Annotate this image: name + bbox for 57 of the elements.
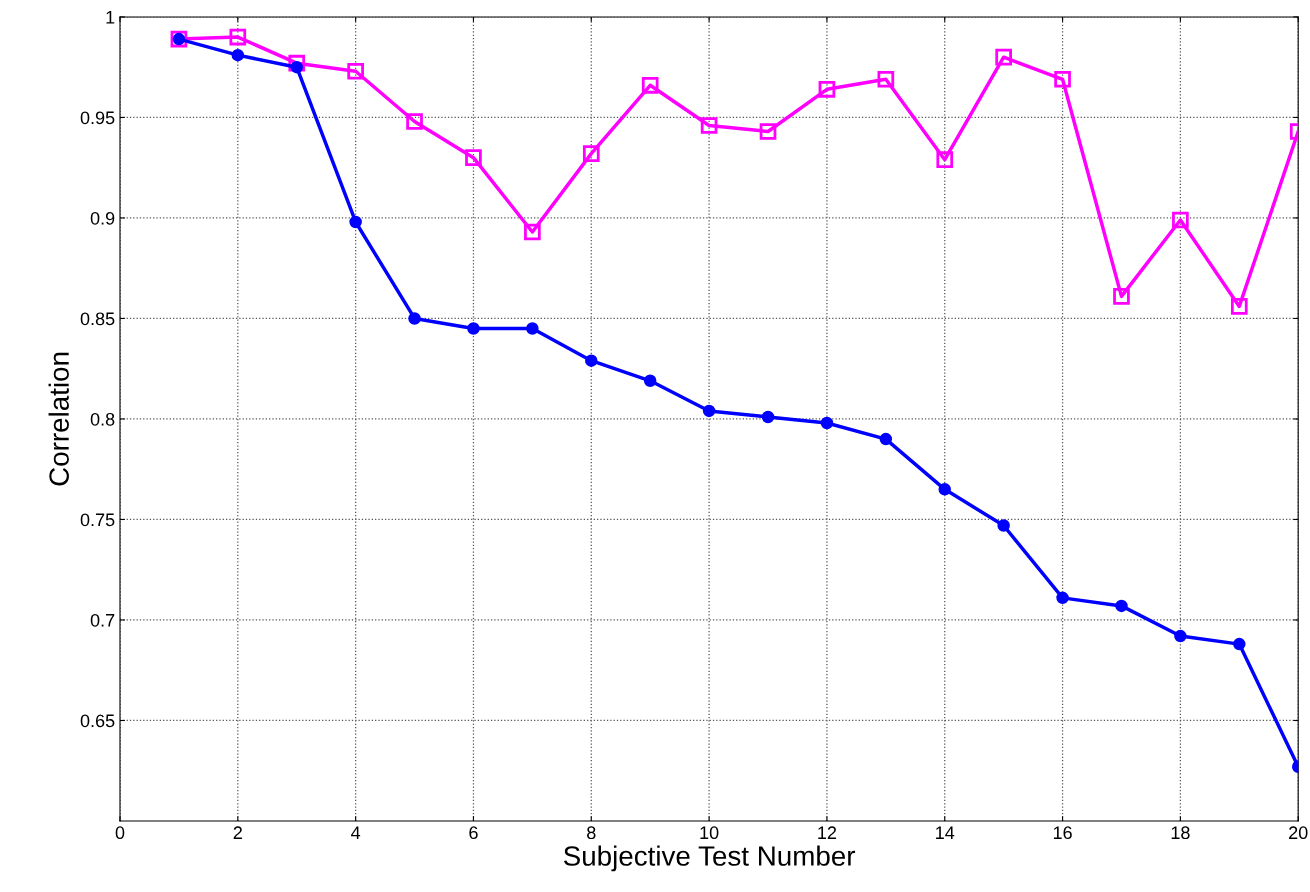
- point: [526, 322, 539, 335]
- y-tick-label: 0.7: [90, 613, 115, 627]
- x-tick-label: 18: [1171, 826, 1190, 840]
- x-tick-label: 14: [936, 826, 955, 839]
- point: [1056, 591, 1069, 605]
- point: [585, 354, 598, 367]
- y-tick-label: 0.95: [80, 111, 115, 125]
- x-tick-label: 16: [1053, 826, 1072, 840]
- point: [1233, 637, 1246, 651]
- x-tick-label: 12: [818, 826, 837, 839]
- point: [1054, 70, 1071, 88]
- point: [229, 28, 247, 46]
- point: [997, 519, 1010, 532]
- point: [700, 117, 718, 134]
- x-tick-label: 8: [587, 826, 596, 840]
- point: [582, 145, 600, 162]
- point: [643, 374, 657, 388]
- point: [1113, 288, 1130, 305]
- point: [879, 432, 893, 446]
- x-axis-title: Subjective Test Number: [563, 845, 856, 872]
- y-tick-label: 1: [106, 11, 115, 24]
- x-tick-label: 4: [351, 826, 361, 839]
- point: [1230, 298, 1248, 315]
- point: [1174, 629, 1187, 643]
- point: [820, 416, 834, 430]
- y-axis-title: Correlation: [48, 352, 69, 486]
- point: [702, 404, 716, 418]
- point: [524, 223, 541, 241]
- x-tick-label: 0: [115, 826, 125, 840]
- point: [467, 322, 480, 335]
- x-tick-label: 10: [700, 826, 719, 840]
- point: [1172, 211, 1189, 229]
- point: [347, 62, 364, 80]
- point: [288, 54, 306, 72]
- y-tick-label: 0.75: [80, 513, 115, 527]
- point: [877, 70, 895, 88]
- x-tick-label: 6: [469, 826, 478, 840]
- point: [641, 76, 659, 94]
- point: [761, 410, 775, 424]
- point: [349, 215, 362, 229]
- point: [995, 48, 1012, 66]
- point: [408, 312, 421, 325]
- point: [1115, 599, 1128, 613]
- point: [290, 60, 303, 74]
- point: [231, 48, 245, 62]
- point: [938, 483, 951, 496]
- x-tick-label: 2: [233, 826, 242, 839]
- point: [759, 123, 777, 140]
- point: [406, 113, 423, 130]
- point: [818, 80, 836, 98]
- x-tick-label: 20: [1289, 826, 1308, 840]
- y-tick-label: 0.8: [90, 412, 115, 426]
- y-tick-label: 0.85: [80, 312, 115, 326]
- y-tick-label: 0.9: [90, 211, 115, 225]
- y-tick-label: 0.65: [80, 714, 115, 728]
- point: [936, 151, 954, 168]
- point: [465, 149, 482, 166]
